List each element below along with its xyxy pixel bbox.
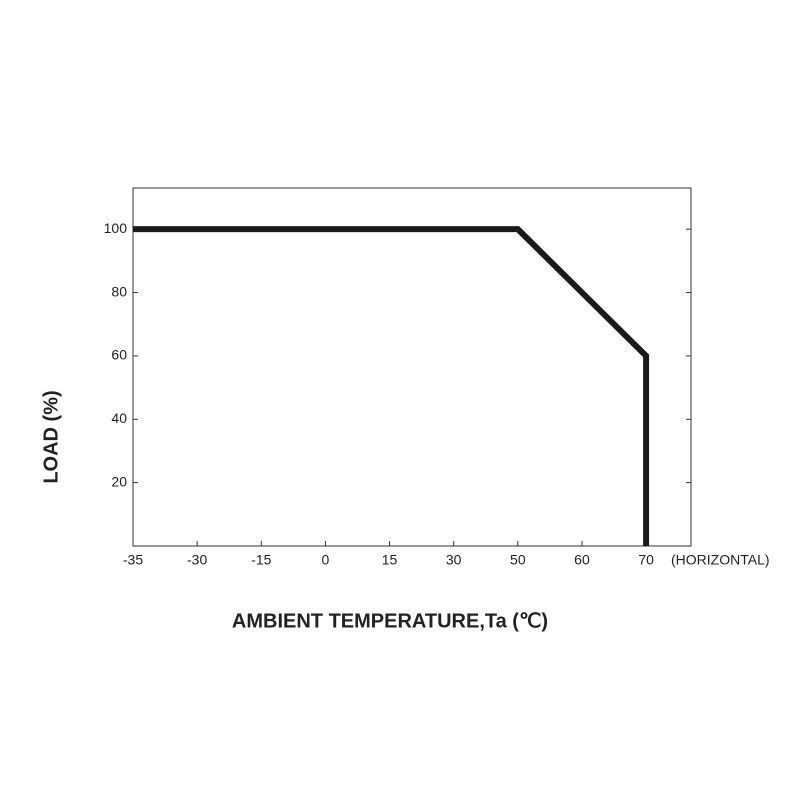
y-tick-label: 20 [111,473,127,489]
x-tick-label: 0 [322,552,330,568]
y-axis-title: LOAD (%) [40,390,62,483]
x-axis-annotation: (HORIZONTAL) [671,552,770,568]
y-tick-label: 40 [111,410,127,426]
x-tick-label: 70 [638,552,654,568]
x-tick-label: 60 [574,552,590,568]
y-tick-label: 60 [111,347,127,363]
data-line [133,226,650,546]
x-tick-label: 50 [510,552,526,568]
x-tick-label: 15 [382,552,398,568]
x-tick-label: -30 [187,552,207,568]
x-tick-label: 30 [446,552,462,568]
x-axis-title: AMBIENT TEMPERATURE,Ta (℃) [232,610,548,632]
plot-frame [132,187,692,547]
x-tick-label: -15 [251,552,271,568]
x-tick-label: -35 [123,552,143,568]
y-tick-label: 100 [104,220,128,236]
y-tick-label: 80 [111,283,127,299]
